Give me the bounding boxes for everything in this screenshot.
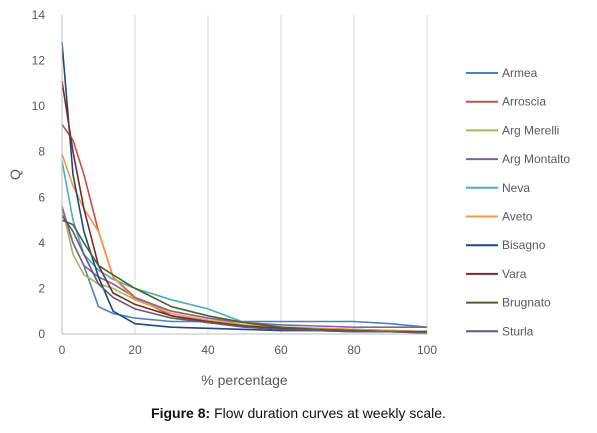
series-line-neva — [61, 160, 427, 333]
y-tick-label: 4 — [38, 236, 45, 250]
legend-label: Arroscia — [502, 95, 546, 109]
x-tick-label: 60 — [274, 343, 288, 357]
series-line-armea — [61, 208, 428, 328]
series-lines — [61, 42, 428, 334]
y-tick-label: 10 — [32, 99, 46, 113]
series-line-arg-montalto — [61, 206, 427, 329]
y-tick-label: 8 — [38, 145, 45, 159]
x-tick-label: 0 — [59, 343, 66, 357]
series-line-vara — [61, 80, 427, 333]
legend: Armea Arroscia Arg Merelli Arg Montalto Neva… — [466, 66, 570, 338]
series-line-aveto — [61, 153, 428, 333]
x-tick-label: 80 — [347, 343, 361, 357]
y-tick-label: 14 — [32, 8, 46, 22]
axes: 0 2 4 6 8 10 12 14 0 20 40 60 80 100 — [32, 8, 438, 357]
series-line-bisagno — [61, 42, 427, 333]
legend-label: Neva — [502, 181, 530, 195]
series-line-brugnato — [61, 219, 427, 333]
x-tick-label: 40 — [201, 343, 215, 357]
x-tick-label: 100 — [417, 343, 437, 357]
legend-label: Vara — [502, 267, 527, 281]
figure-caption: Figure 8: Flow duration curves at weekly… — [0, 405, 597, 421]
y-tick-label: 0 — [38, 327, 45, 341]
x-axis-title: % percentage — [201, 372, 288, 388]
series-line-sturla — [61, 215, 428, 334]
legend-label: Sturla — [502, 324, 534, 338]
legend-label: Aveto — [502, 210, 533, 224]
caption-text: Flow duration curves at weekly scale. — [214, 405, 446, 421]
series-line-arroscia — [61, 123, 428, 333]
legend-label: Arg Merelli — [502, 123, 559, 137]
legend-label: Arg Montalto — [502, 152, 570, 166]
legend-label: Bisagno — [502, 238, 546, 252]
y-tick-label: 2 — [38, 281, 45, 295]
legend-label: Brugnato — [502, 296, 551, 310]
x-tick-label: 20 — [128, 343, 142, 357]
y-tick-label: 6 — [38, 190, 45, 204]
y-axis-title: Q — [7, 169, 23, 180]
flow-duration-chart: 0 2 4 6 8 10 12 14 0 20 40 60 80 100 Armea Arroscia Arg… — [7, 8, 570, 388]
y-tick-label: 12 — [32, 54, 46, 68]
legend-label: Armea — [502, 66, 538, 80]
caption-label: Figure 8: — [151, 405, 211, 421]
